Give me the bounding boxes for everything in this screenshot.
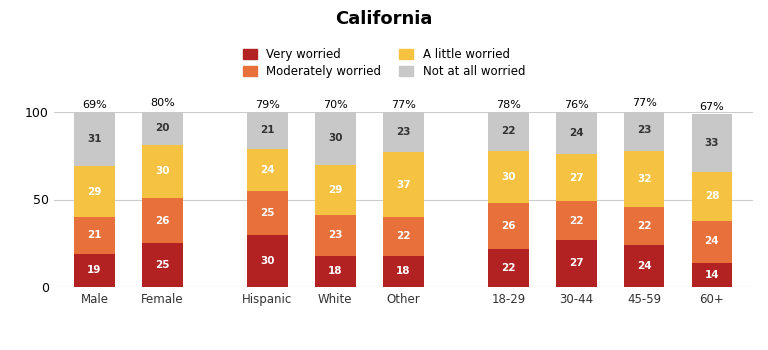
Text: 29: 29 [88,187,101,197]
Text: 78%: 78% [496,100,521,110]
Text: 77%: 77% [391,100,415,110]
Text: 67%: 67% [700,102,724,112]
Text: 24: 24 [569,128,584,138]
Text: 22: 22 [637,221,651,231]
Bar [556,201,597,240]
Text: 33: 33 [705,138,719,148]
Text: 22: 22 [502,263,515,273]
Bar [624,245,664,287]
Text: 76%: 76% [564,100,588,110]
Bar [142,110,183,145]
Bar [624,150,664,206]
Bar [691,262,732,287]
Bar [382,217,424,256]
Text: 21: 21 [88,230,101,240]
Bar [488,150,528,203]
Bar [142,145,183,198]
Bar [315,112,356,164]
Bar [556,154,597,201]
Text: 77%: 77% [631,98,657,108]
Bar [247,149,288,191]
Bar [624,110,664,150]
Text: 31: 31 [88,134,101,144]
Text: 14: 14 [704,270,720,280]
Text: 22: 22 [569,216,584,225]
Text: 21: 21 [260,125,275,135]
Text: 69%: 69% [82,100,107,110]
Bar [382,152,424,217]
Bar [74,112,115,166]
Bar [74,254,115,287]
Text: 80%: 80% [150,98,174,108]
Bar [691,220,732,262]
Bar [315,215,356,256]
Bar [74,217,115,254]
Bar [691,114,732,172]
Text: 70%: 70% [323,100,348,110]
Text: 25: 25 [155,260,170,270]
Text: 30: 30 [155,167,170,176]
Bar [624,206,664,245]
Text: 28: 28 [705,191,719,201]
Bar [247,112,288,149]
Text: 23: 23 [396,127,410,137]
Text: 23: 23 [328,230,343,240]
Text: 18: 18 [396,266,410,276]
Bar [691,172,732,220]
Bar [247,191,288,234]
Bar [488,248,528,287]
Text: 18: 18 [328,266,343,276]
Text: 22: 22 [502,126,515,136]
Text: 29: 29 [328,185,343,195]
Bar [556,240,597,287]
Bar [142,243,183,287]
Text: 22: 22 [396,231,410,241]
Text: 24: 24 [637,261,651,271]
Bar [382,256,424,287]
Text: 24: 24 [260,165,275,175]
Text: 20: 20 [155,123,170,133]
Text: 24: 24 [704,237,720,246]
Text: California: California [336,10,432,28]
Bar [488,203,528,248]
Text: 30: 30 [328,133,343,143]
Text: 79%: 79% [255,100,280,110]
Bar [74,166,115,217]
Text: 19: 19 [88,265,101,275]
Text: 26: 26 [155,216,170,225]
Text: 37: 37 [396,180,411,190]
Legend: Very worried, Moderately worried, A little worried, Not at all worried: Very worried, Moderately worried, A litt… [243,48,525,78]
Bar [142,198,183,243]
Text: 32: 32 [637,174,651,183]
Text: 26: 26 [502,221,515,231]
Bar [382,112,424,152]
Bar [315,164,356,215]
Text: 25: 25 [260,208,275,218]
Bar [247,234,288,287]
Bar [488,112,528,150]
Bar [556,112,597,154]
Text: 30: 30 [260,256,275,266]
Text: 30: 30 [502,172,515,182]
Text: 23: 23 [637,125,651,135]
Text: 27: 27 [569,173,584,183]
Bar [315,256,356,287]
Text: 27: 27 [569,258,584,268]
